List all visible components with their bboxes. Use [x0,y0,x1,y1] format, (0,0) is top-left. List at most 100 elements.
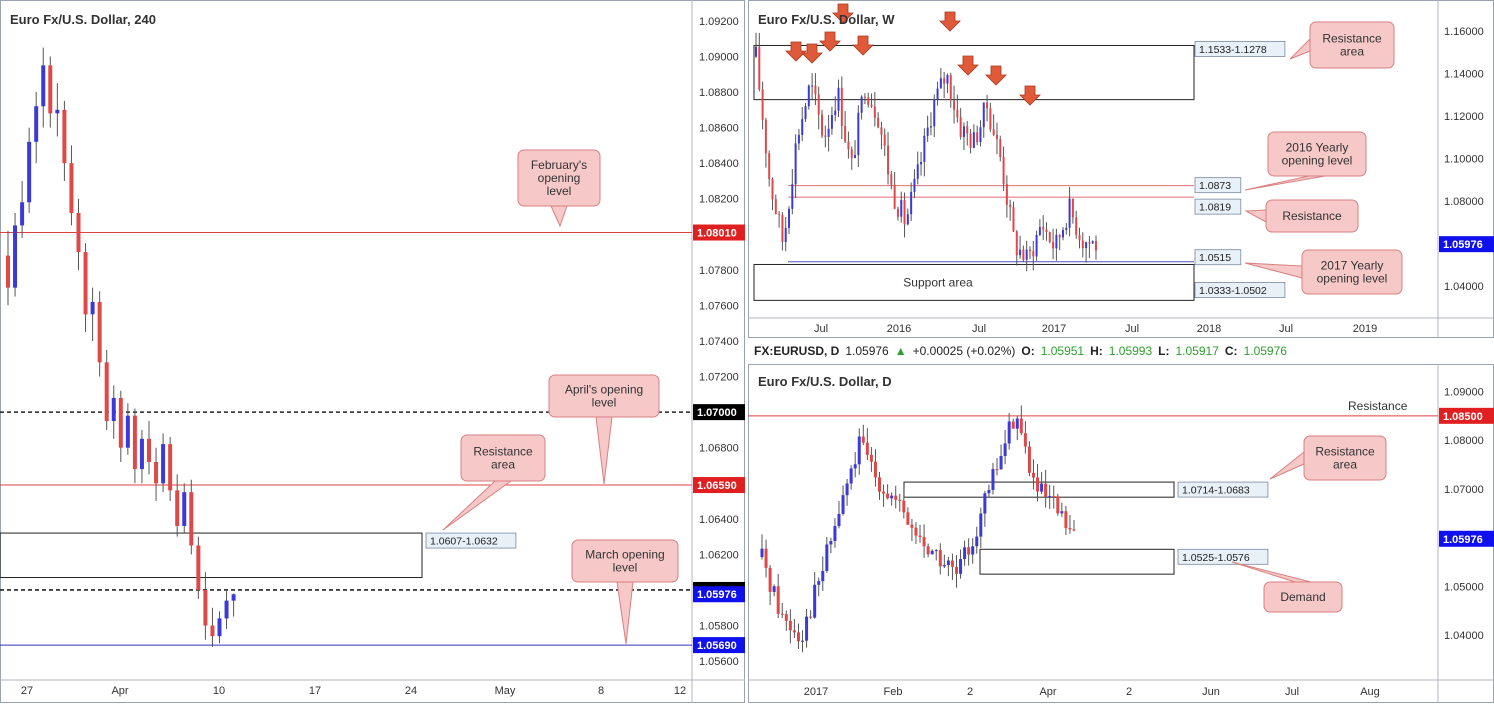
h4-candle [189,492,194,546]
daily-candle [873,461,877,478]
weekly-candle [959,117,962,137]
h4-price-label: 1.05976 [697,589,737,601]
h4-y-tick: 1.05600 [699,656,739,668]
daily-candle [979,513,983,537]
h4-chart[interactable]: 1.09200 1.09000 1.08800 1.08600 1.08400 1.082… [0,0,745,703]
daily-chart[interactable]: 1.090001.080001.070001.060001.050001.040… [748,364,1494,703]
weekly-candle [768,153,771,180]
weekly-candle [956,109,959,118]
weekly-callout-2017-text: 2017 Yearly [1321,259,1384,273]
weekly-support-text: Support area [903,275,973,289]
daily-chart-panel[interactable]: 1.090001.080001.070001.060001.050001.040… [748,364,1494,703]
daily-candle [975,536,979,547]
h4-x-tick: Apr [111,685,128,697]
weekly-candle [906,214,909,225]
weekly-candle [1085,242,1088,249]
daily-callout-resistance-area-bubble [1303,435,1387,481]
daily-candle [760,548,764,558]
weekly-candle [880,127,883,135]
daily-candle [930,550,934,555]
weekly-candle [817,94,820,115]
daily-candle [898,499,902,501]
h4-chart-panel[interactable]: 1.09200 1.09000 1.08800 1.08600 1.08400 1.082… [0,0,745,703]
daily-y-tick: 1.07000 [1444,484,1484,496]
weekly-y-tick: 1.08000 [1444,196,1484,208]
h4-y-tick: 1.08600 [699,123,739,135]
weekly-candle [982,102,985,128]
weekly-candle [992,129,995,135]
h4-candle [175,490,180,526]
weekly-candle [923,135,926,162]
daily-zone-label-box [1177,481,1269,498]
close-label: C: [1224,344,1238,358]
h4-candle [90,301,95,315]
weekly-level-label-box [1194,249,1242,266]
weekly-candle [1035,235,1038,257]
weekly-candle [1058,234,1061,238]
weekly-candle [758,46,761,90]
weekly-candle [1048,232,1051,242]
low-value: 1.05917 [1175,344,1219,358]
weekly-candle [863,96,866,98]
h4-y-tick: 1.09200 [699,16,739,28]
weekly-candle [939,78,942,89]
weekly-chart[interactable]: 1.160001.140001.120001.100001.080001.060… [748,0,1494,338]
daily-x-tick: Aug [1360,686,1380,698]
h4-candle [196,545,201,590]
weekly-candle [1032,251,1035,257]
h4-price-label-bg [693,404,745,421]
h4-callout-feb-text: level [547,184,572,198]
daily-candle [796,632,800,642]
weekly-candle [867,97,870,105]
daily-current-price: 1.05976 [1443,534,1483,546]
weekly-callout-2017-text: opening level [1317,272,1388,286]
weekly-candle [1019,249,1022,256]
weekly-x-tick: Jul [1279,323,1293,335]
weekly-candle [877,117,880,128]
h4-candle [69,163,74,213]
h4-x-tick: 10 [213,685,225,697]
daily-frame [748,364,1494,703]
h4-x-tick: 27 [21,685,33,697]
weekly-callout-resistance-area-bubble [1309,21,1395,69]
daily-price-label-bg [1439,407,1494,424]
weekly-y-tick: 1.14000 [1444,69,1484,81]
weekly-candle [1015,231,1018,256]
weekly-x-tick: 2017 [1042,323,1066,335]
daily-y-tick: 1.04000 [1444,630,1484,642]
weekly-resistance-zone [753,44,1195,101]
h4-x-tick: 8 [598,685,604,697]
close-value: 1.05976 [1243,344,1287,358]
weekly-chart-panel[interactable]: 1.160001.140001.120001.100001.080001.060… [748,0,1494,338]
daily-candle [825,544,829,572]
h4-price-label-bg [693,477,745,494]
h4-x-tick: 24 [405,685,417,697]
weekly-candle [1022,249,1025,260]
daily-candle [1011,421,1015,429]
h4-price-label: 1.07000 [697,407,737,419]
h4-callout-april-bubble [548,374,660,418]
h4-callout-feb-bubble [517,149,601,207]
weekly-x-tick: Jul [972,323,986,335]
weekly-candle [933,99,936,127]
h4-callout-march-pointer [616,581,634,645]
daily-candle [1023,433,1027,447]
daily-candle [1040,483,1044,492]
h4-candle [182,492,187,526]
weekly-candle [1038,227,1041,236]
daily-candle [938,550,942,567]
daily-candle [817,581,821,585]
weekly-candle [827,128,830,137]
daily-candle [833,526,837,542]
weekly-down-arrow-icon [819,31,841,52]
weekly-candle [1025,249,1028,260]
daily-candle [772,586,776,592]
h4-candle [139,438,144,470]
h4-callout-april-text: level [592,396,617,410]
daily-candle [813,584,817,618]
weekly-callout-2017-pointer [1244,262,1303,279]
h4-candle [6,255,10,288]
h4-callout-april-pointer [595,416,613,485]
daily-candle [1027,446,1031,473]
daily-candle [878,477,882,492]
